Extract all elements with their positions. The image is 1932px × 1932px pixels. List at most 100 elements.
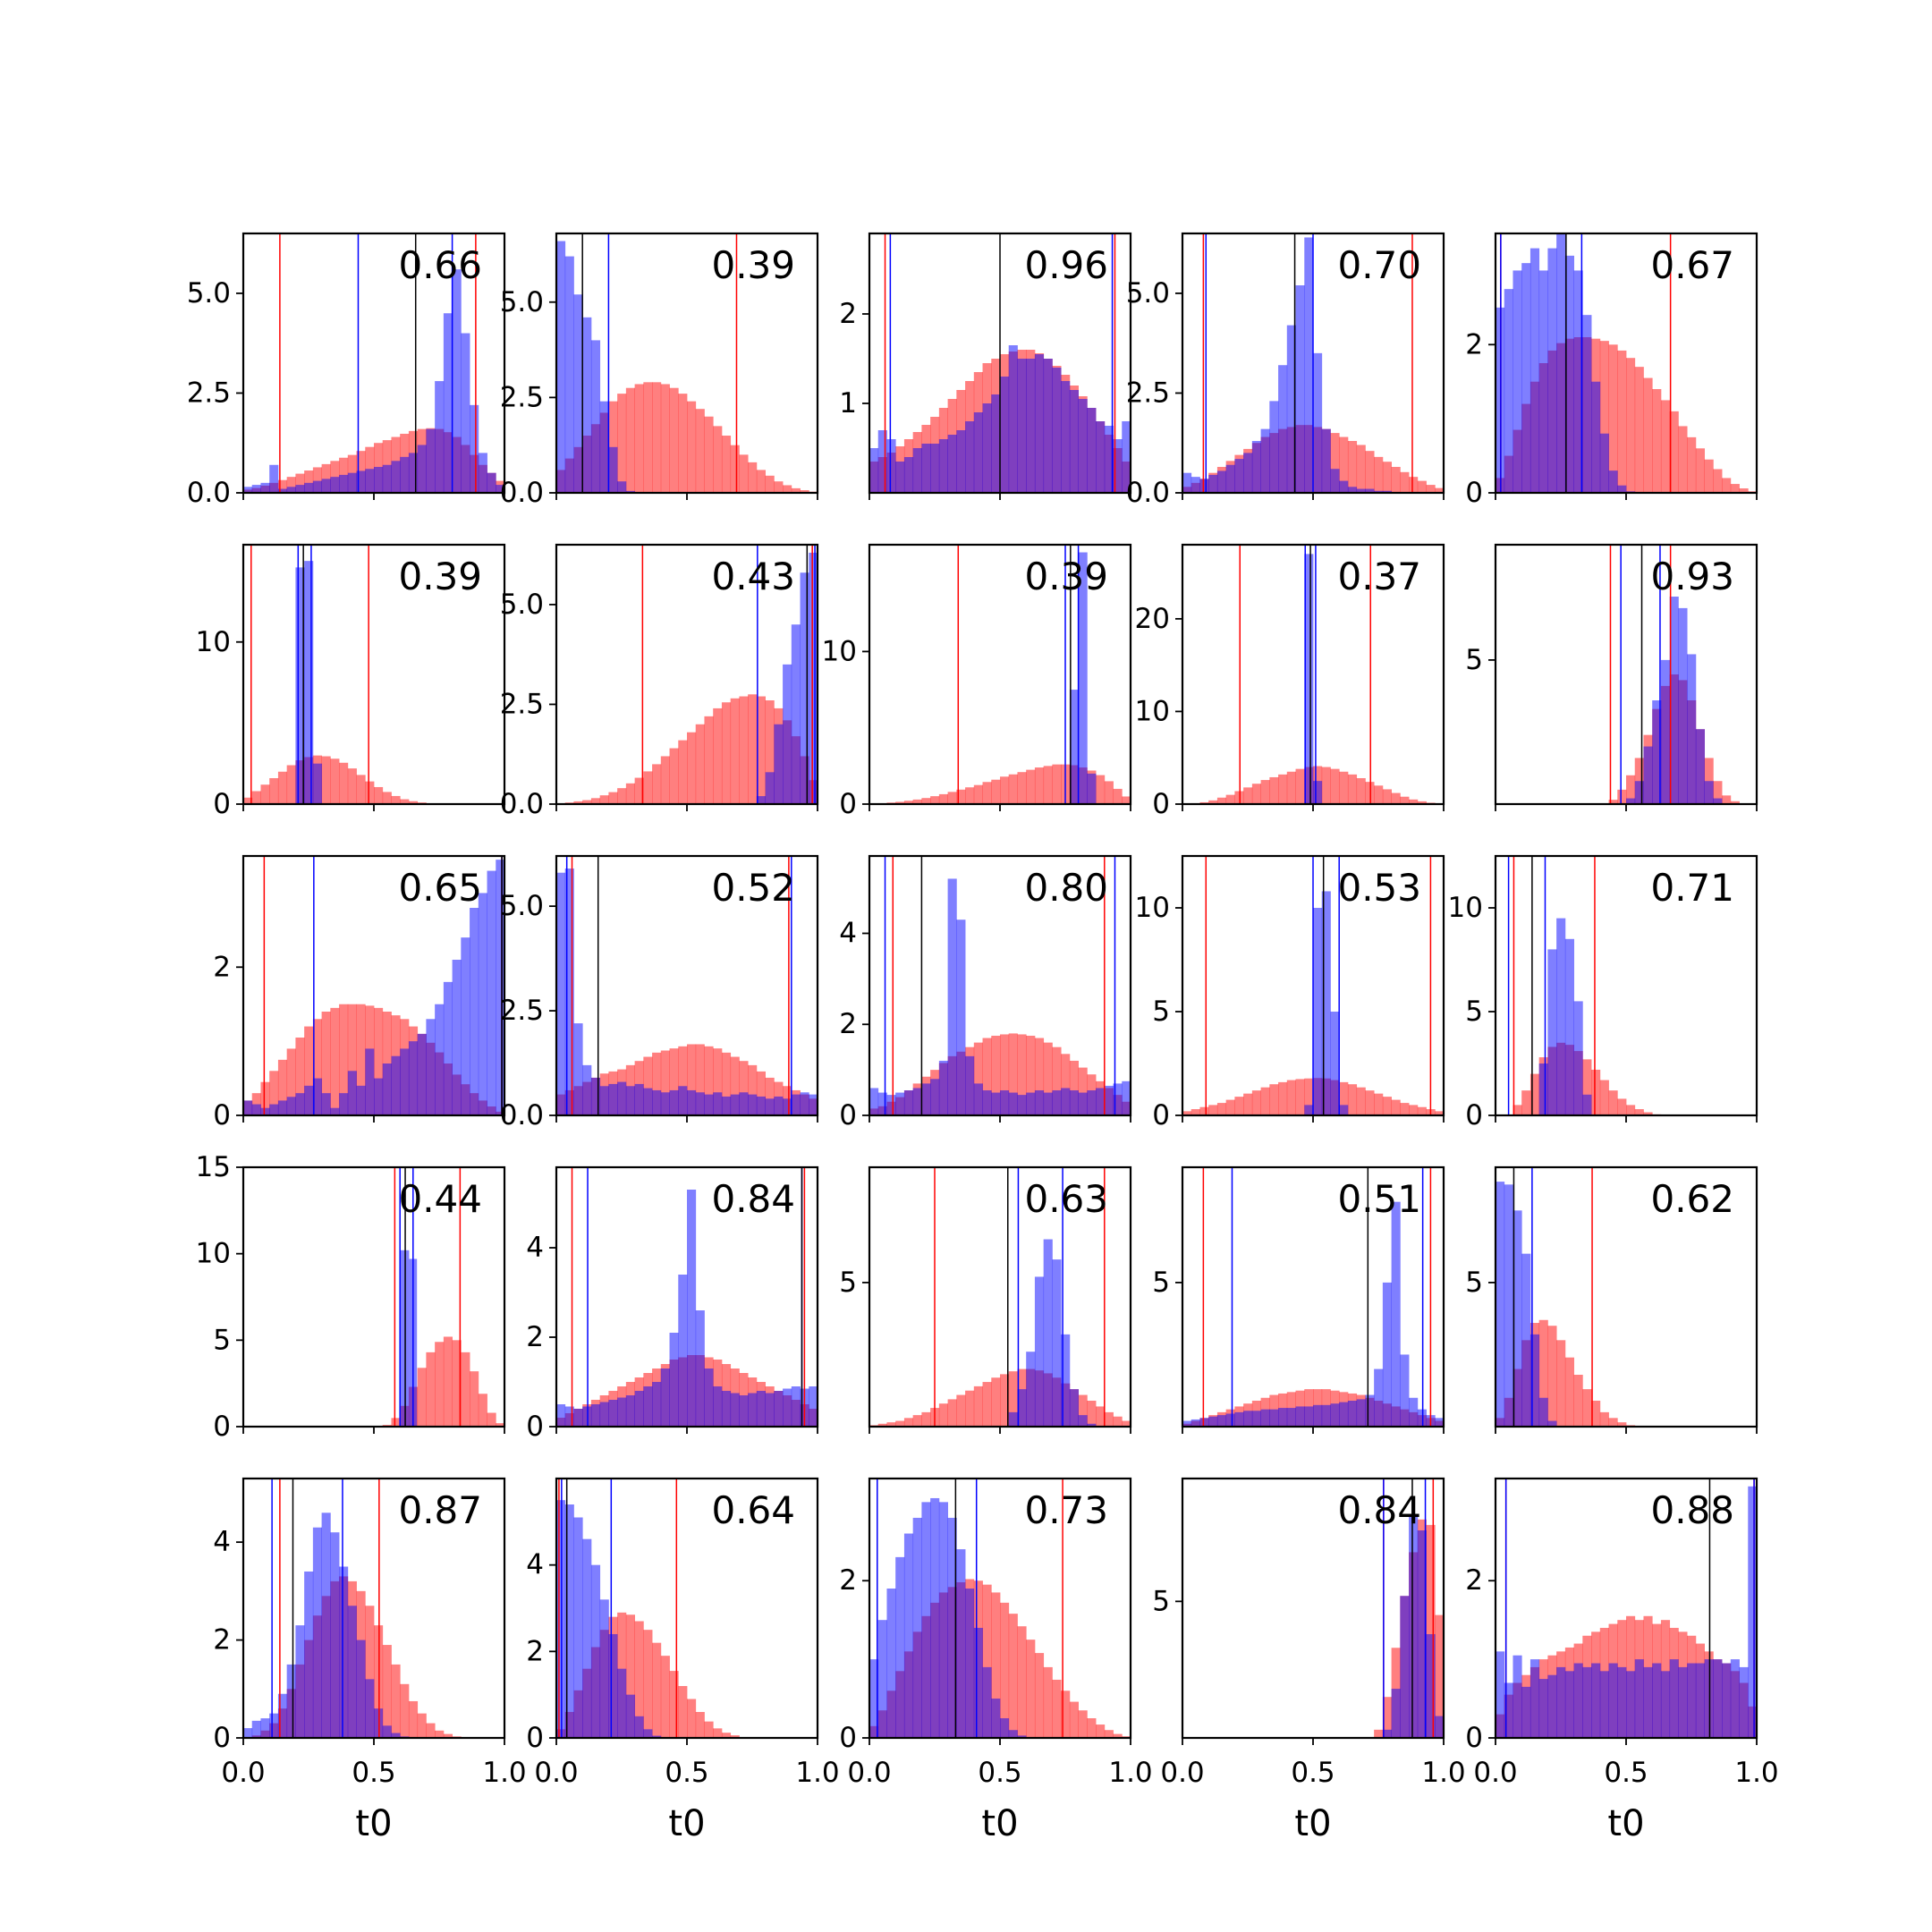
prior-bar xyxy=(426,1723,436,1738)
prior-bar xyxy=(1225,1099,1235,1115)
prior-bar xyxy=(1113,1733,1123,1738)
prior-bar xyxy=(1347,441,1358,493)
prior-bar xyxy=(1251,784,1261,804)
posterior-bar xyxy=(774,724,784,804)
prior-bar xyxy=(713,708,723,804)
posterior-bar xyxy=(599,401,609,493)
prior-bar xyxy=(1034,1038,1045,1115)
prior-bar xyxy=(903,1418,914,1427)
prior-bar xyxy=(260,784,270,804)
prior-bar xyxy=(1739,488,1749,493)
prior-bar xyxy=(721,1052,732,1115)
posterior-bar xyxy=(470,404,479,493)
prior-bar xyxy=(470,1371,479,1427)
prior-bar xyxy=(1061,1690,1071,1738)
histogram-bars xyxy=(1608,597,1740,804)
posterior-bar xyxy=(1496,1651,1505,1738)
prior-bar xyxy=(356,775,366,804)
posterior-bar xyxy=(260,1718,270,1738)
prior-bar xyxy=(277,1059,288,1115)
posterior-bar xyxy=(1122,1080,1131,1115)
posterior-bar xyxy=(1678,1666,1688,1738)
prior-bar xyxy=(721,436,732,493)
prior-bar xyxy=(374,1007,384,1115)
posterior-bar xyxy=(1061,1334,1071,1427)
prior-bar xyxy=(295,473,305,493)
posterior-bar xyxy=(1660,659,1671,804)
posterior-bar xyxy=(1521,1686,1531,1738)
prior-bar xyxy=(1409,799,1419,804)
posterior-bar xyxy=(921,444,931,493)
prior-bar xyxy=(1608,1418,1618,1427)
posterior-bar xyxy=(470,908,479,1115)
posterior-bar xyxy=(1652,1663,1662,1738)
posterior-bar xyxy=(982,1666,992,1738)
posterior-bar xyxy=(1199,479,1209,493)
prior-bar xyxy=(1243,1093,1253,1115)
panel-value-label: 0.39 xyxy=(398,555,482,598)
prior-bar xyxy=(1260,1087,1270,1115)
prior-bar xyxy=(921,798,931,804)
posterior-bar xyxy=(973,1627,983,1738)
prior-bar xyxy=(286,477,296,493)
prior-bar xyxy=(426,1352,436,1427)
posterior-bar xyxy=(748,1094,758,1115)
prior-bar xyxy=(277,771,288,804)
y-tick-label: 0 xyxy=(839,1099,857,1131)
y-tick-label: 0 xyxy=(1465,477,1483,509)
interval-lines xyxy=(957,545,1131,804)
posterior-bar xyxy=(1034,354,1045,493)
histogram-bars xyxy=(869,1239,1131,1427)
prior-bar xyxy=(1695,448,1705,493)
prior-bar xyxy=(1591,1401,1601,1427)
prior-bar xyxy=(765,1077,775,1115)
histogram-panel: 0.0 2.5 5.0 0.39 xyxy=(500,232,819,509)
posterior-bar xyxy=(1321,891,1331,1115)
prior-bar xyxy=(973,1042,983,1115)
posterior-bar xyxy=(1739,1666,1749,1738)
posterior-bar xyxy=(886,1095,896,1115)
y-tick-label: 5 xyxy=(1152,996,1170,1028)
prior-bar xyxy=(634,777,644,804)
prior-bar xyxy=(1087,1718,1097,1738)
posterior-bar xyxy=(695,1310,705,1427)
prior-bar xyxy=(295,1038,305,1115)
posterior-bar xyxy=(277,488,288,493)
prior-bar xyxy=(678,1046,688,1115)
posterior-bar xyxy=(590,1404,601,1427)
posterior-bar xyxy=(374,1078,384,1115)
prior-bar xyxy=(1234,1097,1244,1115)
posterior-bar xyxy=(938,1060,948,1115)
posterior-bar xyxy=(1608,470,1618,493)
y-tick-label: 2 xyxy=(526,1321,544,1353)
posterior-bar xyxy=(1122,421,1131,493)
posterior-bar xyxy=(765,1393,775,1427)
x-tick-label: 1.0 xyxy=(1734,1757,1778,1789)
y-tick-label: 10 xyxy=(822,635,857,667)
prior-bar xyxy=(435,1342,445,1427)
posterior-bar xyxy=(1078,1415,1088,1427)
prior-bar xyxy=(1417,480,1427,493)
prior-bar xyxy=(1582,1389,1592,1427)
posterior-bar xyxy=(1043,1092,1053,1115)
prior-bar xyxy=(1704,459,1714,493)
posterior-bar xyxy=(1513,1210,1522,1427)
prior-bar xyxy=(1052,1046,1062,1115)
interval-lines xyxy=(934,1167,1106,1427)
posterior-bar xyxy=(1330,1403,1340,1427)
panel-value-label: 0.65 xyxy=(398,866,482,910)
prior-bar xyxy=(713,1048,723,1115)
histogram-panel: 50.93 xyxy=(1465,543,1758,811)
prior-bar xyxy=(748,694,758,804)
y-tick-label: 2 xyxy=(526,1635,544,1667)
posterior-bar xyxy=(748,1393,758,1427)
posterior-bar xyxy=(921,1502,931,1738)
prior-bar xyxy=(756,470,766,493)
prior-bar xyxy=(1435,1614,1444,1738)
posterior-bar xyxy=(1078,399,1088,493)
prior-bar xyxy=(1660,400,1671,493)
posterior-bar xyxy=(1435,1418,1444,1427)
y-tick-label: 2.5 xyxy=(187,377,231,409)
prior-bar xyxy=(669,387,679,493)
posterior-bar xyxy=(1426,1634,1436,1738)
